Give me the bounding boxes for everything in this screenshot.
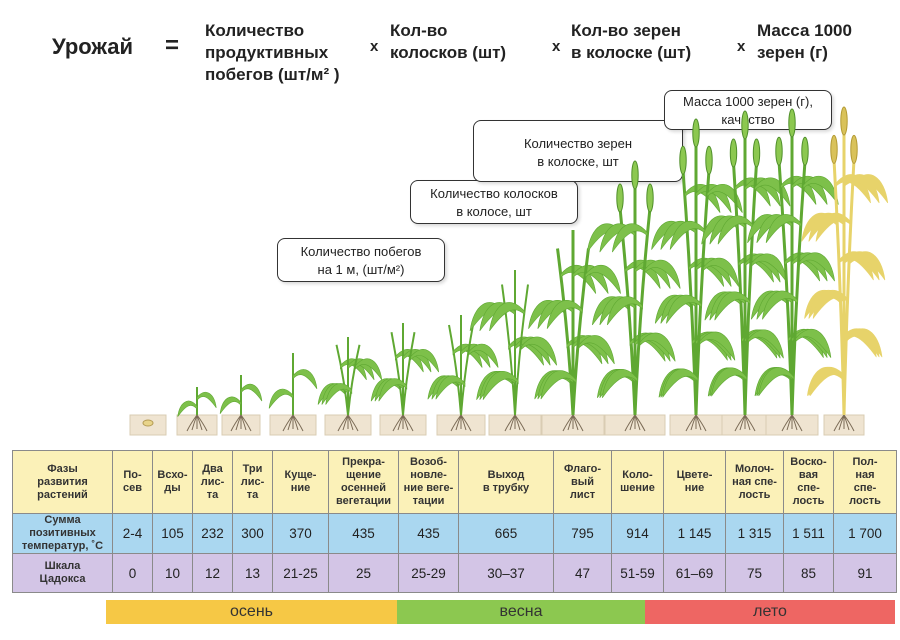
formula-term-spikelets: Кол-во колосков (шт) (390, 21, 507, 62)
temp-cell: 1 145 (663, 513, 726, 554)
temp-cell: 105 (152, 513, 193, 554)
zadoks-cell: 12 (192, 553, 233, 593)
zadoks-cell: 61–69 (663, 553, 726, 593)
plant-stage-10 (651, 118, 743, 436)
plant-stage-3 (268, 353, 318, 436)
phase-cell: Цвете- ние (663, 450, 726, 514)
zadoks-cell: 91 (833, 553, 897, 593)
formula-times-3: x (737, 38, 746, 55)
phase-cell: Выход в трубку (458, 450, 554, 514)
plant-stage-0 (129, 414, 167, 436)
zadoks-cell: 0 (112, 553, 153, 593)
phase-cell: Всхо- ды (152, 450, 193, 514)
temp-cell: 435 (328, 513, 399, 554)
phase-cell: Два лис- та (192, 450, 233, 514)
temp-cell: 1 315 (725, 513, 784, 554)
temp-cell: 300 (232, 513, 273, 554)
plant-stage-12 (747, 108, 839, 436)
phase-cell: По- сев (112, 450, 153, 514)
season-spring: весна (397, 600, 645, 624)
zadoks-cell: 21-25 (272, 553, 329, 593)
formula-result: Урожай (52, 34, 134, 59)
zadoks-cell: 30–37 (458, 553, 554, 593)
temp-cell: 795 (553, 513, 612, 554)
plant-stage-1 (176, 387, 218, 436)
zadoks-cell: 25 (328, 553, 399, 593)
phase-cell: Воско- вая спе- лость (783, 450, 834, 514)
zadoks-cell: 85 (783, 553, 834, 593)
yield-formula: Урожай = Количество продуктивных побегов… (0, 0, 900, 100)
zadoks-cell: 25-29 (398, 553, 459, 593)
phase-cell: Возоб- новле- ние веге- тации (398, 450, 459, 514)
header-zadoks-scale: Шкала Цадокса (12, 553, 113, 593)
phase-cell: Прекра- щение осенней вегетации (328, 450, 399, 514)
zadoks-cell: 13 (232, 553, 273, 593)
temp-cell: 232 (192, 513, 233, 554)
temp-cell: 1 511 (783, 513, 834, 554)
row-zadoks-scale: Шкала Цадокса 0 10 12 13 21-25 25 25-29 … (12, 553, 897, 593)
formula-equals: = (165, 32, 180, 59)
callout-grains: Количество зерен в колоске, шт (473, 120, 683, 182)
zadoks-cell: 47 (553, 553, 612, 593)
season-autumn: осень (106, 600, 397, 624)
plant-stage-11 (701, 110, 791, 436)
formula-term-mass: Масса 1000 зерен (г) (757, 21, 852, 62)
plant-stage-13 (801, 106, 889, 436)
temp-cell: 435 (398, 513, 459, 554)
plant-stage-2 (219, 375, 263, 436)
plant-stage-4 (317, 337, 383, 436)
zadoks-cell: 10 (152, 553, 193, 593)
plant-stage-5 (370, 323, 440, 436)
header-temperature-sum: Сумма позитивных температур, ˚С (12, 513, 113, 554)
plant-stage-6 (427, 315, 499, 436)
callout-shoots: Количество побегов на 1 м, (шт/м²) (277, 238, 445, 282)
formula-times-2: x (552, 38, 561, 55)
temp-cell: 665 (458, 513, 554, 554)
zadoks-cell: 51-59 (611, 553, 664, 593)
temp-cell: 370 (272, 513, 329, 554)
callout-spikelets: Количество колосков в колосе, шт (410, 180, 578, 224)
phase-cell: Коло- шение (611, 450, 664, 514)
temp-cell: 1 700 (833, 513, 897, 554)
phase-cell: Пол- ная спе- лость (833, 450, 897, 514)
temp-cell: 2-4 (112, 513, 153, 554)
phase-table: Фазы развития растений По- сев Всхо- ды … (12, 450, 897, 593)
phase-cell: Куще- ние (272, 450, 329, 514)
header-phases: Фазы развития растений (12, 450, 113, 514)
plant-stage-9 (587, 160, 681, 436)
season-summer: лето (645, 600, 895, 624)
row-temperature-sum: Сумма позитивных температур, ˚С 2-4 105 … (12, 513, 897, 554)
plant-stage-7 (469, 270, 557, 436)
formula-times-1: x (370, 38, 379, 55)
row-phases: Фазы развития растений По- сев Всхо- ды … (12, 450, 897, 514)
temp-cell: 914 (611, 513, 664, 554)
plant-stage-8 (528, 230, 621, 436)
phase-cell: Молоч- ная спе- лость (725, 450, 784, 514)
phase-cell: Три лис- та (232, 450, 273, 514)
zadoks-cell: 75 (725, 553, 784, 593)
phase-cell: Флаго- вый лист (553, 450, 612, 514)
formula-term-shoots: Количество продуктивных побегов (шт/м² ) (205, 21, 340, 84)
formula-term-grains: Кол-во зерен в колоске (шт) (571, 21, 692, 62)
plant-stages-illustration (129, 106, 889, 436)
